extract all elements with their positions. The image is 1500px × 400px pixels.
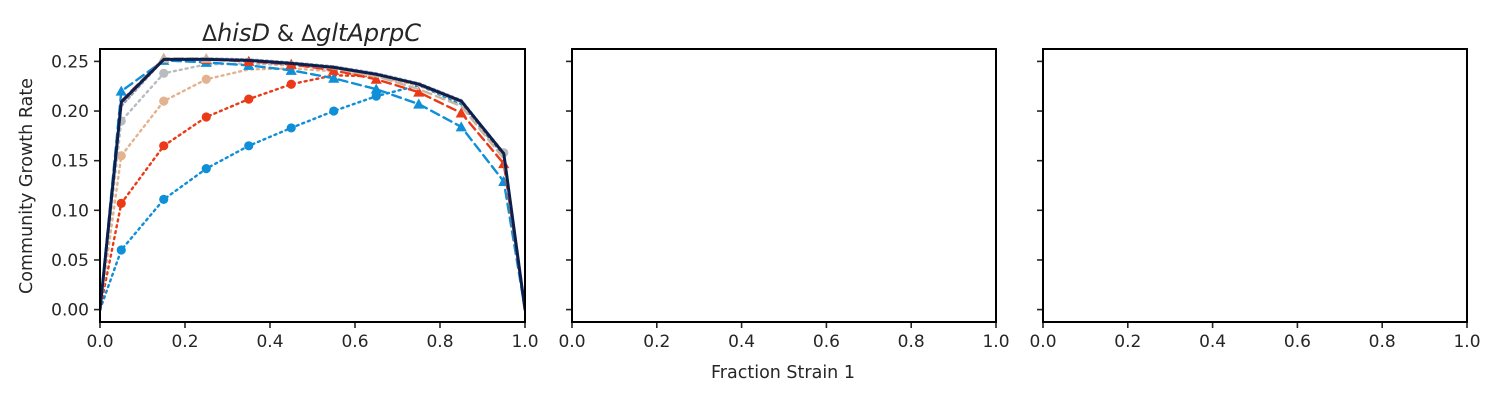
x-tick-label: 0.6 [813,332,840,352]
x-tick-label: 1.0 [511,332,538,352]
x-tick-label: 0.2 [1114,332,1141,352]
data-point [159,68,169,78]
series-line [100,57,526,311]
series-line [100,57,526,311]
data-point [244,94,254,104]
data-point [370,73,382,84]
x-tick-label: 0.2 [171,332,198,352]
data-point [329,106,339,116]
data-point [116,198,126,208]
x-tick-label: 0.6 [341,332,368,352]
data-point [159,96,169,106]
data-point [116,151,126,161]
data-point [244,141,254,151]
series-line [100,67,526,311]
x-tick-label: 0.4 [1199,332,1226,352]
y-tick-label: 0.20 [51,102,89,122]
panel-2: 0.0 0.2 0.4 0.6 0.8 1.0 [558,48,1010,352]
panel-1: 0.0 0.2 0.4 0.6 0.8 1.0 0.00 0.05 0.10 0.15 0.20 0.… [51,19,538,352]
panel-3: 0.0 0.2 0.4 0.6 0.8 1.0 [1029,48,1481,352]
x-tick-label: 0.8 [1369,332,1396,352]
data-point [413,86,425,97]
x-tick-label: 0.8 [898,332,925,352]
data-point [455,121,467,132]
data-point [201,164,211,174]
axes-frame [571,48,997,323]
data-point [115,85,127,96]
axes-frame [99,48,526,323]
data-point [413,98,425,109]
series-line [100,74,526,311]
x-tick-label: 0.8 [426,332,453,352]
data-point [286,79,296,89]
data-point [285,64,297,75]
axes-frame [1042,48,1468,323]
x-tick-label: 0.6 [1284,332,1311,352]
y-tick-label: 0.00 [51,301,89,321]
x-tick-label: 0.0 [1029,332,1056,352]
x-tick-label: 0.2 [643,332,670,352]
y-tick-label: 0.05 [51,251,89,271]
data-point [116,245,126,255]
data-point [286,123,296,133]
series-line [100,57,526,312]
plot-area [100,52,526,312]
x-axis-label: Fraction Strain 1 [711,363,855,383]
data-point [201,112,211,122]
data-point [159,141,169,151]
data-point [159,194,169,204]
x-tick-label: 0.0 [558,332,585,352]
data-point [455,107,467,118]
data-point [328,64,340,75]
x-tick-label: 1.0 [982,332,1009,352]
data-point [370,83,382,94]
y-tick-label: 0.15 [51,152,89,172]
series-line [100,59,526,311]
data-point [201,74,211,84]
y-axis-label: Community Growth Rate [17,78,37,294]
series-line [100,57,526,311]
y-tick-label: 0.10 [51,201,89,221]
panel-title: ΔhisD & ΔgltAprpC [202,19,421,47]
x-tick-label: 0.4 [256,332,283,352]
panels: 0.0 0.2 0.4 0.6 0.8 1.0 0.00 0.05 0.10 0.15 0.20 0.… [51,19,1480,352]
x-tick-label: 0.0 [86,332,113,352]
y-tick-label: 0.25 [51,52,89,72]
x-tick-label: 0.4 [728,332,755,352]
data-point [371,91,381,101]
data-point [328,72,340,83]
x-tick-label: 1.0 [1453,332,1480,352]
